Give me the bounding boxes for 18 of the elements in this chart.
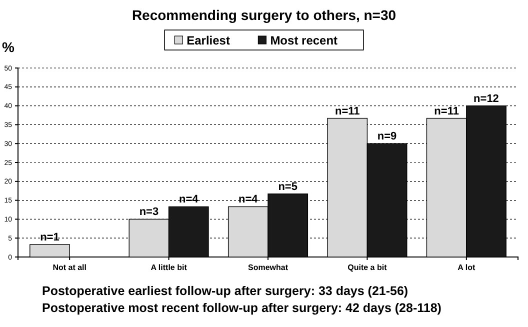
- x-tick-label: A lot: [458, 263, 476, 272]
- annotation: n=12: [474, 92, 499, 105]
- annotation: n=5: [278, 180, 298, 193]
- annotation: n=11: [334, 105, 360, 118]
- x-tick-label: Somewhat: [248, 263, 288, 272]
- text: Postoperative most recent follow-up after surgery: 42 days (28-118): [42, 301, 442, 315]
- x-tick-label: A little bit: [150, 263, 188, 272]
- annotation: n=3: [139, 206, 159, 218]
- chart-title: Recommending surgery to others, n=30: [132, 7, 396, 23]
- annotation: n=9: [377, 130, 397, 143]
- x-tick-label: Quite a bit: [348, 263, 388, 272]
- y-axis-title: %: [2, 39, 15, 55]
- legend-label: Most recent: [270, 34, 338, 48]
- annotation: n=1: [40, 232, 60, 244]
- annotation: n=11: [434, 105, 459, 118]
- legend-label: Earliest: [186, 34, 230, 48]
- text: Postoperative earliest follow-up after surgery: 33 days (21-56): [42, 284, 408, 298]
- x-tick-label: Not at all: [52, 263, 86, 272]
